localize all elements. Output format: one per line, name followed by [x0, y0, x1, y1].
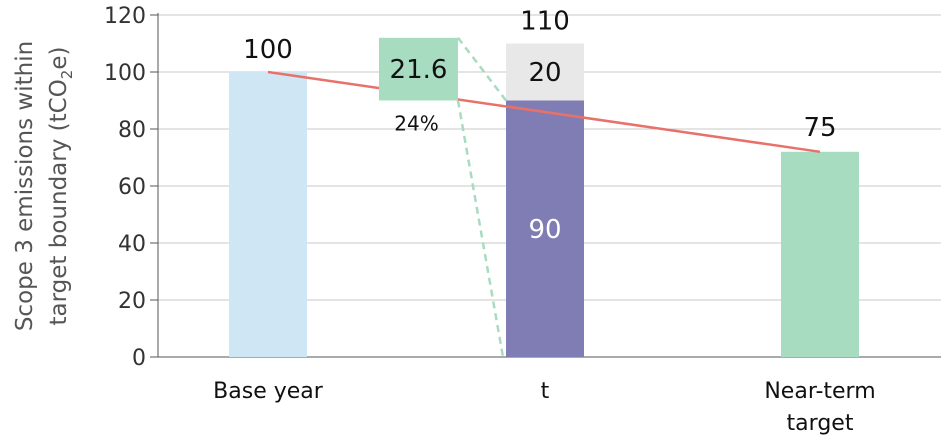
- y-axis-label-line1: Scope 3 emissions within: [12, 41, 38, 331]
- bar-label-near-term-target: 75: [803, 113, 836, 143]
- bar-base-year: [229, 72, 307, 357]
- callout-connector-bottom: [456, 100, 505, 358]
- y-tick-label: 20: [118, 289, 146, 314]
- callout-value-label: 21.6: [390, 55, 448, 85]
- callout-connector-top: [457, 37, 507, 102]
- bar-near-term-target: [781, 151, 859, 357]
- segment-label-extra: 20: [528, 58, 561, 88]
- bar-label-base-year: 100: [243, 35, 293, 65]
- callout-percent-label: 24%: [394, 112, 438, 136]
- y-tick-label: 0: [132, 346, 146, 371]
- bar-total-label-t: 110: [520, 7, 570, 37]
- x-category-label: t: [541, 379, 550, 404]
- bar-t-segment-extra: [506, 43, 584, 101]
- callout-box: [379, 37, 458, 101]
- y-tick-label: 40: [118, 232, 146, 257]
- y-tick-label: 80: [118, 118, 146, 143]
- y-tick-label: 120: [104, 4, 146, 29]
- segment-label-main: 90: [528, 215, 561, 245]
- bar-t-segment-main: [506, 100, 584, 357]
- trend-line: [267, 70, 821, 154]
- x-category-label: Near-term: [764, 379, 875, 404]
- y-tick-label: 100: [104, 61, 146, 86]
- x-category-label: Base year: [213, 379, 324, 404]
- y-tick-label: 60: [118, 175, 146, 200]
- x-category-label: target: [787, 411, 854, 436]
- y-axis-label-line2: target boundary (tCO2e): [46, 47, 76, 326]
